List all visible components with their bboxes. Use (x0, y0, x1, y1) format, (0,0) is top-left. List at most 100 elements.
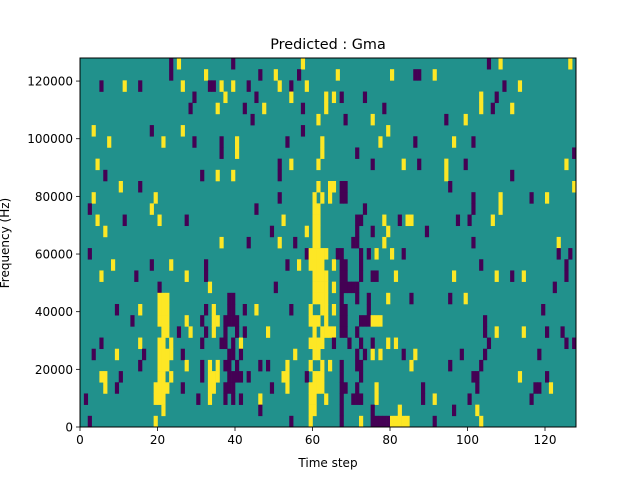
heatmap-cell-high (266, 326, 271, 338)
heatmap-cell-low (227, 315, 232, 327)
heatmap-cell-low (366, 292, 371, 305)
heatmap-cell-low (196, 393, 201, 405)
heatmap-cell-low (432, 415, 437, 428)
heatmap-cell-low (138, 359, 143, 372)
heatmap-cell-low (238, 371, 244, 383)
heatmap-cell-low (366, 248, 371, 260)
heatmap-cell-high (370, 348, 375, 361)
heatmap-cell-high (517, 80, 523, 92)
heatmap-cell-low (246, 80, 251, 92)
heatmap-cell-low (494, 91, 499, 104)
heatmap-cell-low (180, 348, 185, 361)
heatmap-cell-low (490, 102, 495, 115)
heatmap-cell-low (471, 203, 476, 215)
heatmap-cell-low (289, 415, 294, 428)
heatmap-cell-low (285, 136, 290, 148)
heatmap-cell-low (91, 348, 96, 361)
heatmap-cell-high (328, 359, 333, 372)
x-tick-label: 0 (76, 433, 84, 447)
heatmap-cell-low (421, 393, 426, 405)
heatmap-cell-low (339, 393, 344, 405)
heatmap-cell-low (99, 80, 104, 92)
heatmap-cell-low (339, 315, 344, 327)
heatmap-cell-low (223, 359, 228, 372)
heatmap-cell-high (409, 214, 414, 227)
heatmap-cell-high (324, 315, 329, 327)
heatmap-cell-high (153, 415, 158, 428)
heatmap-cell-high (316, 337, 321, 350)
heatmap-cell-low (359, 270, 364, 282)
heatmap-cell-low (374, 415, 379, 428)
heatmap-cell-low (235, 359, 240, 372)
heatmap-cell-high (324, 393, 329, 405)
heatmap-cell-high (331, 259, 337, 271)
heatmap-cell-high (452, 136, 457, 148)
heatmap-cell-low (355, 348, 360, 361)
heatmap-cell-low (564, 337, 569, 350)
heatmap-cell-low (300, 102, 306, 115)
heatmap-cell-high (397, 404, 402, 417)
y-tick-label: 120000 (27, 75, 73, 89)
heatmap-cell-high (161, 136, 166, 148)
x-tick-label: 80 (382, 433, 397, 447)
heatmap-cell-low (378, 415, 383, 428)
heatmap-cell-high (285, 371, 290, 383)
heatmap-cell-low (359, 337, 364, 350)
heatmap-cell-low (339, 281, 344, 294)
heatmap-cell-low (138, 181, 143, 193)
heatmap-cell-high (118, 181, 123, 193)
heatmap-cell-low (83, 393, 89, 405)
y-tick-label: 20000 (35, 363, 73, 377)
heatmap-cell-low (246, 236, 251, 249)
heatmap-cell-high (308, 259, 313, 271)
heatmap-cell-low (471, 192, 476, 204)
heatmap-cell-high (161, 359, 166, 372)
heatmap-cell-low (417, 158, 422, 171)
heatmap-cell-low (343, 181, 348, 193)
heatmap-cell-high (165, 382, 170, 394)
heatmap-cell-high (382, 236, 387, 249)
heatmap-cell-high (157, 304, 162, 316)
heatmap-cell-low (335, 248, 340, 260)
heatmap-cell-high (564, 158, 569, 171)
heatmap-cell-high (161, 326, 166, 338)
heatmap-cell-low (448, 292, 453, 305)
heatmap-cell-low (486, 58, 492, 70)
heatmap-cell-low (289, 304, 294, 316)
heatmap-cell-low (362, 203, 368, 215)
heatmap-cell-low (343, 315, 348, 327)
heatmap-cell-low (223, 337, 228, 350)
x-axis: 0 20 40 60 80 100 120 (76, 427, 556, 447)
heatmap-cell-low (169, 69, 174, 81)
heatmap-cell-high (432, 393, 437, 405)
heatmap-cell-high (320, 326, 325, 338)
heatmap-cell-low (448, 359, 453, 372)
heatmap-cell-low (300, 125, 306, 137)
heatmap-cell-low (339, 382, 344, 394)
heatmap-cell-high (99, 270, 104, 282)
heatmap-cell-low (362, 91, 368, 104)
heatmap-cell-low (223, 393, 228, 405)
heatmap-cell-low (362, 348, 368, 361)
heatmap-cell-high (324, 91, 329, 104)
heatmap-cell-high (312, 337, 317, 350)
y-axis-label: Frequency (Hz) (0, 198, 12, 289)
heatmap-cell-low (339, 192, 344, 204)
heatmap-cell-low (142, 348, 147, 361)
heatmap-cell-low (374, 270, 379, 282)
heatmap-cell-high (316, 158, 321, 171)
heatmap-cell-high (207, 382, 213, 394)
heatmap-cell-low (242, 326, 247, 338)
heatmap-cell-high (91, 125, 96, 137)
heatmap-cell-high (320, 371, 325, 383)
heatmap-cell-low (339, 371, 344, 383)
heatmap-cell-low (366, 315, 371, 327)
heatmap-cell-low (409, 292, 414, 305)
heatmap-cell-low (359, 393, 364, 405)
heatmap-cell-high (207, 393, 213, 405)
heatmap-cell-high (95, 158, 100, 171)
heatmap-cell-low (366, 304, 371, 316)
heatmap-cell-high (386, 292, 391, 305)
x-axis-label: Time step (297, 456, 357, 470)
heatmap-cell-low (355, 281, 360, 294)
